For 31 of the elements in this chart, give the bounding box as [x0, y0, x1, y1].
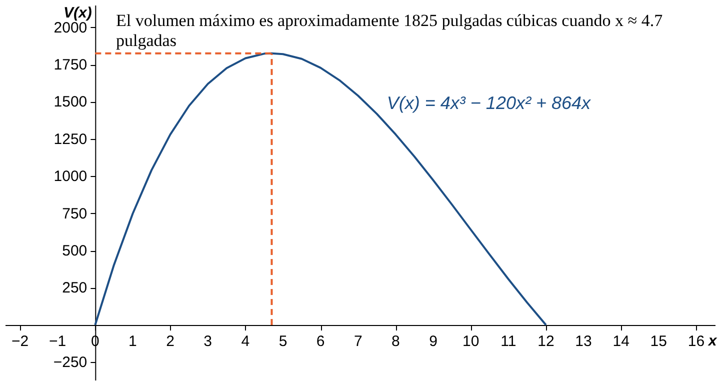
- x-tick-label: −2: [11, 332, 29, 350]
- x-tick-label: 4: [241, 332, 250, 350]
- x-tick-label: 11: [500, 332, 516, 350]
- line-series: [94, 52, 547, 326]
- x-tick-label: 12: [538, 332, 554, 350]
- y-tick-label: −250: [53, 354, 88, 372]
- series-label: V(x) = 4x³ − 120x² + 864x: [386, 92, 592, 113]
- y-tick-label: 1500: [54, 94, 88, 111]
- x-tick-label: 6: [316, 332, 325, 350]
- y-tick-label: 500: [62, 242, 88, 260]
- x-axis-title: x: [707, 332, 718, 350]
- x-tick-label: 10: [462, 332, 480, 350]
- y-tick-label: 1250: [54, 130, 88, 148]
- x-tick-label: 5: [278, 332, 288, 350]
- annotation: El volumen máximo es aproximadamente 1825 pulgadas cúbicas cuando x ≈ 4.7 pulgadas: [116, 11, 664, 50]
- y-tick-label: 250: [62, 280, 88, 297]
- x-tick-label: 9: [429, 332, 438, 350]
- y-tick-label: 750: [62, 205, 88, 222]
- x-tick-label: 1: [128, 332, 137, 350]
- x-tick-label: 2: [166, 332, 174, 350]
- x-tick-label: 3: [204, 332, 212, 350]
- x-tick-label: 14: [612, 332, 630, 350]
- y-tick-label: 1750: [54, 56, 88, 74]
- x-tick-label: 16: [688, 332, 705, 350]
- x-tick-label: 7: [354, 332, 362, 350]
- y-axis-title: V(x): [63, 4, 92, 22]
- x-tick-label: 13: [575, 332, 592, 350]
- x-tick-label: −1: [49, 332, 66, 350]
- x-tick-label: 8: [392, 332, 400, 350]
- x-tick-label: 15: [650, 332, 667, 350]
- y-tick-label: 1000: [54, 168, 88, 186]
